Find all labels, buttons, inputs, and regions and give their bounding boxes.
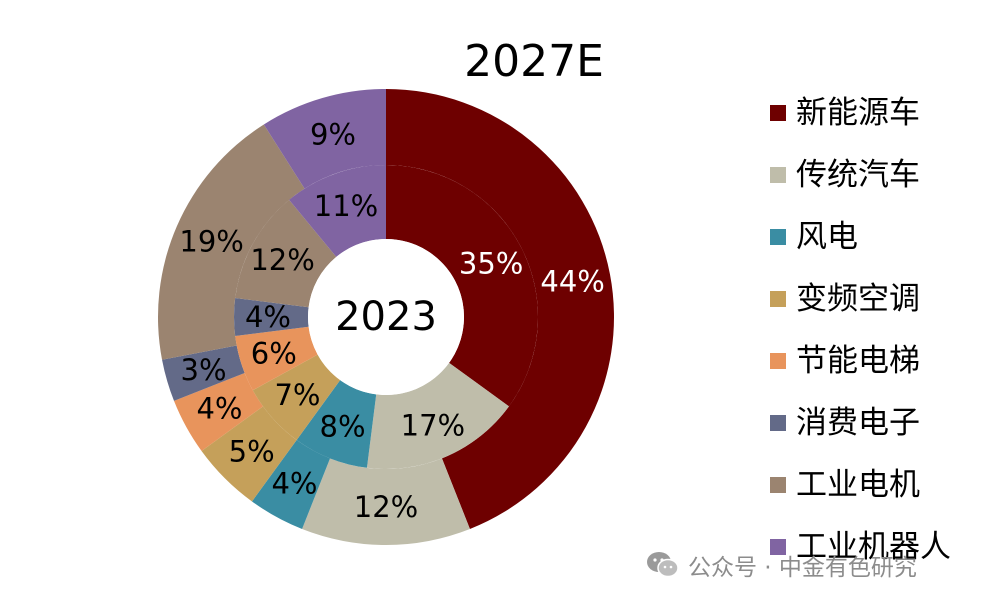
center-hole	[308, 239, 464, 395]
legend-label: 传统汽车	[796, 157, 920, 193]
legend-swatch	[770, 353, 786, 369]
data-label: 44%	[540, 264, 604, 298]
slice-2023-6	[235, 199, 337, 308]
data-label: 12%	[250, 243, 314, 277]
slice-2023-0	[386, 165, 538, 407]
data-label: 8%	[320, 410, 366, 444]
slice-2023-3	[252, 354, 341, 440]
legend-swatch	[770, 229, 786, 245]
slice-2023-2	[296, 380, 377, 468]
legend-label: 变频空调	[796, 281, 920, 317]
slice-2027e-5	[162, 345, 245, 401]
slice-2027e-0	[386, 89, 614, 529]
legend-item: 变频空调	[770, 268, 980, 330]
legend-item: 消费电子	[770, 392, 980, 454]
legend-swatch	[770, 291, 786, 307]
slice-2027e-1	[302, 458, 470, 545]
chart-title: 2027E	[464, 36, 604, 87]
data-label: 4%	[271, 466, 317, 500]
legend-item: 传统汽车	[770, 144, 980, 206]
data-labels: 44%12%4%5%4%3%19%9%35%17%8%7%6%4%12%11%	[179, 118, 604, 524]
legend-swatch	[770, 167, 786, 183]
legend-label: 工业电机	[796, 467, 920, 503]
data-label: 5%	[229, 434, 275, 468]
slice-2023-1	[366, 362, 509, 469]
legend-swatch	[770, 415, 786, 431]
data-label: 11%	[314, 189, 378, 223]
legend-swatch	[770, 539, 786, 555]
slice-2023-5	[233, 297, 309, 337]
watermark-text: 公众号 · 中金有色研究	[688, 555, 917, 581]
legend-item: 工业电机	[770, 454, 980, 516]
legend-swatch	[770, 105, 786, 121]
data-label: 9%	[310, 118, 356, 152]
data-label: 12%	[354, 490, 418, 524]
data-label: 7%	[274, 378, 320, 412]
legend-item: 节能电梯	[770, 330, 980, 392]
legend-label: 工业机器人	[796, 529, 951, 565]
legend-label: 消费电子	[796, 405, 920, 441]
legend-item: 工业机器人	[770, 516, 980, 578]
legend-label: 风电	[796, 219, 858, 255]
watermark: 公众号 · 中金有色研究	[646, 548, 917, 582]
data-label: 35%	[459, 246, 523, 280]
data-label: 17%	[401, 408, 465, 442]
data-label: 4%	[196, 392, 242, 426]
data-label: 3%	[181, 353, 227, 387]
slice-2027e-6	[158, 124, 305, 360]
legend-item: 新能源车	[770, 82, 980, 144]
data-label: 6%	[251, 336, 297, 370]
legend: 新能源车 传统汽车 风电 变频空调 节能电梯 消费电子 工业电机 工业机器人	[770, 82, 980, 578]
data-label: 19%	[179, 225, 243, 259]
center-label: 2023	[335, 294, 437, 340]
legend-swatch	[770, 477, 786, 493]
slice-2027e-2	[251, 439, 331, 529]
legend-label: 新能源车	[796, 95, 920, 131]
legend-item: 风电	[770, 206, 980, 268]
inner-ring-2023	[233, 165, 538, 469]
slice-2023-7	[289, 165, 386, 257]
slice-2027e-4	[174, 372, 264, 452]
wechat-icon	[647, 552, 679, 578]
slice-2027e-3	[201, 406, 297, 502]
slice-2023-4	[235, 326, 318, 391]
legend-label: 节能电梯	[796, 343, 920, 379]
outer-ring-2027e	[158, 89, 614, 545]
data-label: 4%	[245, 300, 291, 334]
slice-2027e-7	[263, 89, 386, 189]
